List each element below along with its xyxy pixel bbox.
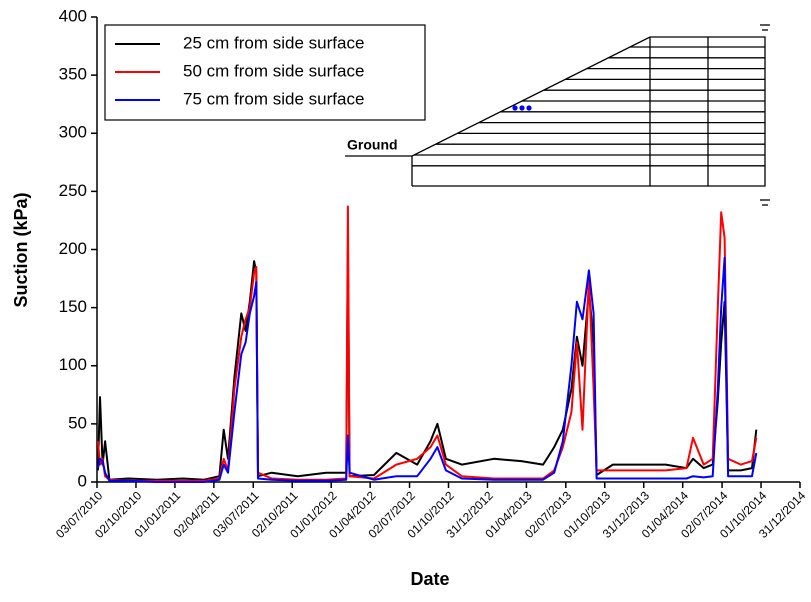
y-tick-label: 150 [59, 297, 87, 316]
y-tick-label: 350 [59, 65, 87, 84]
legend-label: 25 cm from side surface [183, 33, 364, 52]
annotation: Ground [347, 137, 398, 153]
series-line [96, 205, 758, 482]
sensor-dot [512, 105, 518, 111]
slope-diagram [345, 24, 770, 206]
y-tick-label: 200 [59, 239, 87, 258]
y-tick-label: 300 [59, 123, 87, 142]
legend-label: 50 cm from side surface [183, 61, 364, 80]
legend-label: 75 cm from side surface [183, 89, 364, 108]
y-tick-label: 250 [59, 181, 87, 200]
series-line [96, 248, 758, 481]
sensor-dot [526, 105, 532, 111]
y-tick-label: 400 [59, 6, 87, 25]
series-line [96, 256, 758, 483]
y-tick-label: 0 [78, 471, 87, 490]
y-axis-title: Suction (kPa) [11, 192, 31, 307]
y-tick-label: 50 [68, 413, 87, 432]
y-tick-label: 100 [59, 355, 87, 374]
x-axis-title: Date [410, 569, 449, 589]
sensor-dot [519, 105, 525, 111]
